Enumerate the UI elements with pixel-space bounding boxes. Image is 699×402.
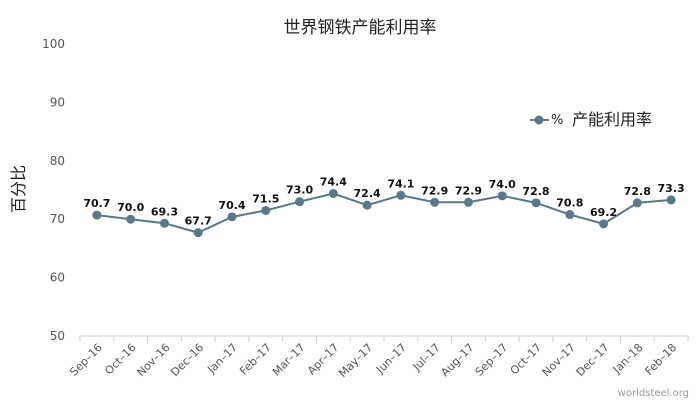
x-tick-label: Mar–17 bbox=[270, 341, 308, 379]
source-credit: worldsteel.org bbox=[618, 388, 689, 399]
y-tick-label: 80 bbox=[50, 154, 65, 168]
data-label: 72.4 bbox=[354, 187, 381, 200]
data-points bbox=[92, 189, 676, 238]
data-point bbox=[565, 210, 575, 220]
x-tick-label: Oct–16 bbox=[102, 341, 138, 377]
y-tick-label: 50 bbox=[50, 329, 65, 343]
legend: % 产能利用率 bbox=[530, 110, 652, 129]
x-tick-label: Sep–16 bbox=[67, 341, 105, 379]
data-label: 70.0 bbox=[117, 201, 144, 214]
data-label: 73.3 bbox=[658, 182, 685, 195]
data-point bbox=[430, 197, 440, 207]
series-line bbox=[96, 192, 672, 234]
data-label: 67.7 bbox=[185, 215, 212, 228]
chart-title: 世界钢铁产能利用率 bbox=[284, 18, 437, 38]
data-point bbox=[396, 190, 406, 200]
data-label: 70.4 bbox=[218, 199, 245, 212]
x-axis: Sep–16Oct–16Nov–16Dec–16Jan–17Feb–17Mar–… bbox=[67, 335, 689, 380]
data-label: 69.2 bbox=[590, 206, 617, 219]
data-labels: 70.7 70.0 69.3 67.7 70.4 71.5 73.0 74.4 72.4 74.1… bbox=[83, 176, 684, 228]
data-point bbox=[261, 205, 271, 215]
data-label: 72.9 bbox=[421, 184, 448, 197]
x-tick-label: Nov–16 bbox=[134, 341, 172, 379]
data-point bbox=[463, 197, 473, 207]
y-axis-label: 百分比 bbox=[9, 165, 28, 213]
x-tick-label: Feb–17 bbox=[237, 341, 274, 378]
x-tick-label: Dec–17 bbox=[574, 341, 612, 379]
y-tick-label: 70 bbox=[50, 212, 65, 226]
data-point bbox=[666, 195, 676, 205]
x-tick-label: Aug–17 bbox=[438, 341, 476, 379]
data-point bbox=[227, 212, 237, 222]
data-point bbox=[497, 191, 507, 201]
x-tick-label: Jun–17 bbox=[373, 341, 409, 377]
data-point bbox=[328, 189, 338, 199]
series-line-path bbox=[96, 192, 672, 234]
x-tick-label: Dec–16 bbox=[168, 341, 206, 379]
x-tick-label: Jan–18 bbox=[610, 341, 646, 377]
data-label: 73.0 bbox=[286, 184, 313, 197]
data-point bbox=[159, 218, 169, 228]
x-tick-label: Sep–17 bbox=[473, 341, 511, 379]
data-label: 74.0 bbox=[489, 178, 516, 191]
data-point bbox=[599, 219, 609, 229]
legend-unit: % bbox=[551, 113, 563, 128]
y-tick-label: 60 bbox=[50, 271, 65, 285]
data-point bbox=[92, 210, 102, 220]
data-point bbox=[362, 200, 372, 210]
data-point bbox=[126, 214, 136, 224]
data-label: 74.4 bbox=[320, 176, 347, 189]
x-tick-label: Nov–17 bbox=[540, 341, 578, 379]
x-tick-label: Feb–18 bbox=[642, 341, 679, 378]
legend-series-name: 产能利用率 bbox=[572, 110, 652, 129]
data-label: 69.3 bbox=[151, 205, 178, 218]
data-point bbox=[632, 198, 642, 208]
data-label: 70.7 bbox=[83, 197, 110, 210]
x-tick-label: Jul–17 bbox=[410, 341, 443, 374]
data-label: 72.8 bbox=[522, 185, 549, 198]
data-point bbox=[295, 197, 305, 207]
y-axis: 50 60 70 80 90 100 bbox=[42, 37, 65, 343]
data-label: 72.8 bbox=[624, 185, 651, 198]
x-tick-label: May–17 bbox=[336, 341, 375, 380]
y-tick-label: 90 bbox=[50, 95, 65, 109]
y-tick-label: 100 bbox=[42, 37, 65, 51]
data-point bbox=[193, 228, 203, 238]
x-tick-label: Jan–17 bbox=[204, 341, 240, 377]
data-point bbox=[531, 198, 541, 208]
data-label: 72.9 bbox=[455, 184, 482, 197]
data-label: 74.1 bbox=[387, 177, 414, 190]
legend-marker bbox=[534, 115, 544, 125]
data-label: 71.5 bbox=[252, 192, 279, 205]
x-tick-label: Oct–17 bbox=[508, 341, 544, 377]
data-label: 70.8 bbox=[556, 197, 583, 210]
